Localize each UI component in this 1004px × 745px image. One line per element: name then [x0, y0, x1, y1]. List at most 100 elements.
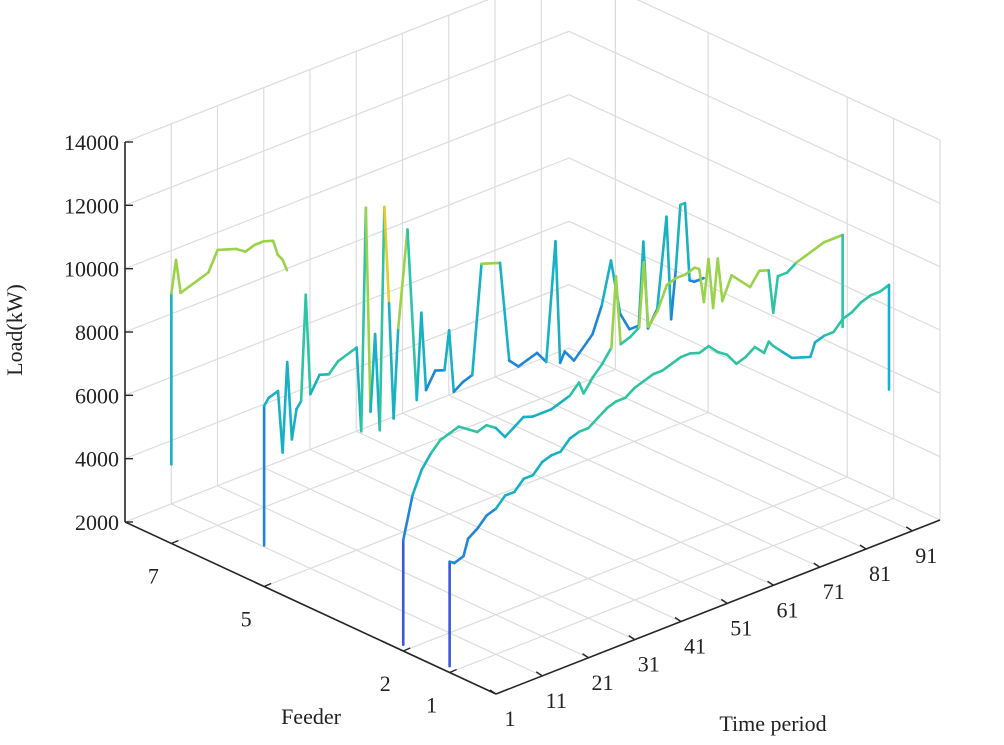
feeder-tick-label: 5: [241, 607, 252, 632]
series-segment: [387, 301, 395, 420]
series-feeder-2: [401, 233, 844, 646]
feeder-tick-label: 1: [426, 693, 437, 718]
tick-labels: 2000400060008000100001200014000125711121…: [64, 130, 937, 731]
series-segment: [295, 399, 303, 411]
series-segment: [462, 537, 470, 558]
series-segment: [207, 248, 219, 274]
time-tick-mark: [859, 544, 867, 550]
series-segment: [702, 257, 710, 304]
time-tick-mark: [582, 653, 589, 659]
grid-line: [449, 497, 894, 674]
grid-line: [568, 157, 941, 331]
series-segment: [466, 527, 479, 540]
z-tick-label: 14000: [64, 130, 119, 155]
series-segment: [600, 259, 613, 307]
series-segment: [535, 351, 548, 364]
series-segment: [327, 359, 340, 376]
grid-line: [568, 220, 941, 394]
series-segment: [568, 430, 581, 440]
series-segment: [850, 300, 863, 314]
z-tick-label: 8000: [75, 320, 119, 345]
series-segment: [558, 350, 567, 365]
series-segment: [336, 353, 349, 363]
series-segment: [485, 423, 498, 430]
series-segment: [624, 386, 636, 400]
series-segment: [605, 400, 618, 410]
series-segment: [716, 257, 724, 303]
series-segment: [591, 304, 604, 336]
series-segment: [424, 369, 437, 392]
series-segment: [591, 362, 604, 379]
feeder-tick-mark: [449, 668, 457, 674]
series-segment: [762, 340, 771, 355]
series-segment: [744, 345, 757, 359]
time-tick-label: 81: [869, 561, 891, 586]
series-segment: [614, 396, 627, 403]
z-tick-label: 4000: [75, 447, 119, 472]
series-segment: [531, 411, 544, 418]
series-segment: [438, 432, 451, 442]
series-segment: [661, 362, 673, 372]
series-segment: [359, 206, 368, 433]
series-segment: [692, 276, 705, 284]
series-segment: [470, 262, 483, 377]
series-segment: [804, 247, 817, 258]
series-segment: [748, 269, 761, 289]
series-segment: [526, 351, 539, 361]
series-segment: [411, 468, 424, 497]
series-segment: [498, 261, 511, 362]
series-segment: [457, 425, 470, 431]
feeder-tick-mark: [402, 647, 411, 652]
series-segment: [582, 375, 595, 395]
series-segment: [253, 239, 266, 247]
series-segment: [392, 326, 400, 420]
series-segment: [568, 381, 581, 398]
series-segment: [614, 274, 622, 346]
series-segment: [517, 358, 530, 368]
grid-line: [170, 503, 543, 677]
series-segment: [730, 274, 743, 283]
series-segment: [174, 258, 182, 295]
series-segment: [364, 206, 372, 414]
series-segment: [869, 290, 882, 297]
time-tick-mark: [535, 671, 543, 677]
series-segment: [281, 360, 289, 454]
series-segment: [619, 336, 632, 346]
axis-lines: [124, 141, 941, 695]
series-segment: [572, 346, 585, 362]
series-segment: [554, 239, 562, 365]
series-segment: [670, 355, 683, 366]
series-segment: [452, 380, 465, 394]
time-tick-label: 51: [730, 615, 752, 640]
series-segment: [721, 274, 733, 303]
series-segment: [448, 425, 461, 435]
time-tick-label: 11: [546, 688, 567, 713]
time-tick-mark: [489, 689, 497, 695]
series-segment: [396, 228, 409, 330]
time-tick-mark: [813, 562, 821, 568]
time-tick-label: 61: [777, 597, 799, 622]
series-segment: [809, 341, 817, 359]
series-segment: [281, 258, 289, 272]
series-segment: [271, 239, 280, 257]
z-tick-label: 2000: [75, 510, 119, 535]
series-segment: [781, 350, 794, 360]
series-segment: [822, 330, 835, 337]
series-segment: [549, 401, 562, 411]
series-segment: [461, 373, 474, 384]
series-segment: [878, 283, 891, 294]
series-segment: [267, 389, 280, 400]
grid-line: [568, 284, 941, 458]
series-segment: [795, 254, 807, 264]
series-segment: [665, 215, 673, 321]
series-segment: [711, 257, 720, 310]
grid-line: [124, 0, 489, 143]
series-segment: [651, 369, 664, 376]
time-tick-label: 41: [684, 634, 706, 659]
series-segment: [813, 334, 826, 344]
series-segment: [262, 396, 271, 408]
z-tick-label: 12000: [64, 193, 119, 218]
grid-line: [636, 0, 941, 141]
series-segment: [378, 205, 386, 432]
series-segment: [299, 293, 308, 403]
